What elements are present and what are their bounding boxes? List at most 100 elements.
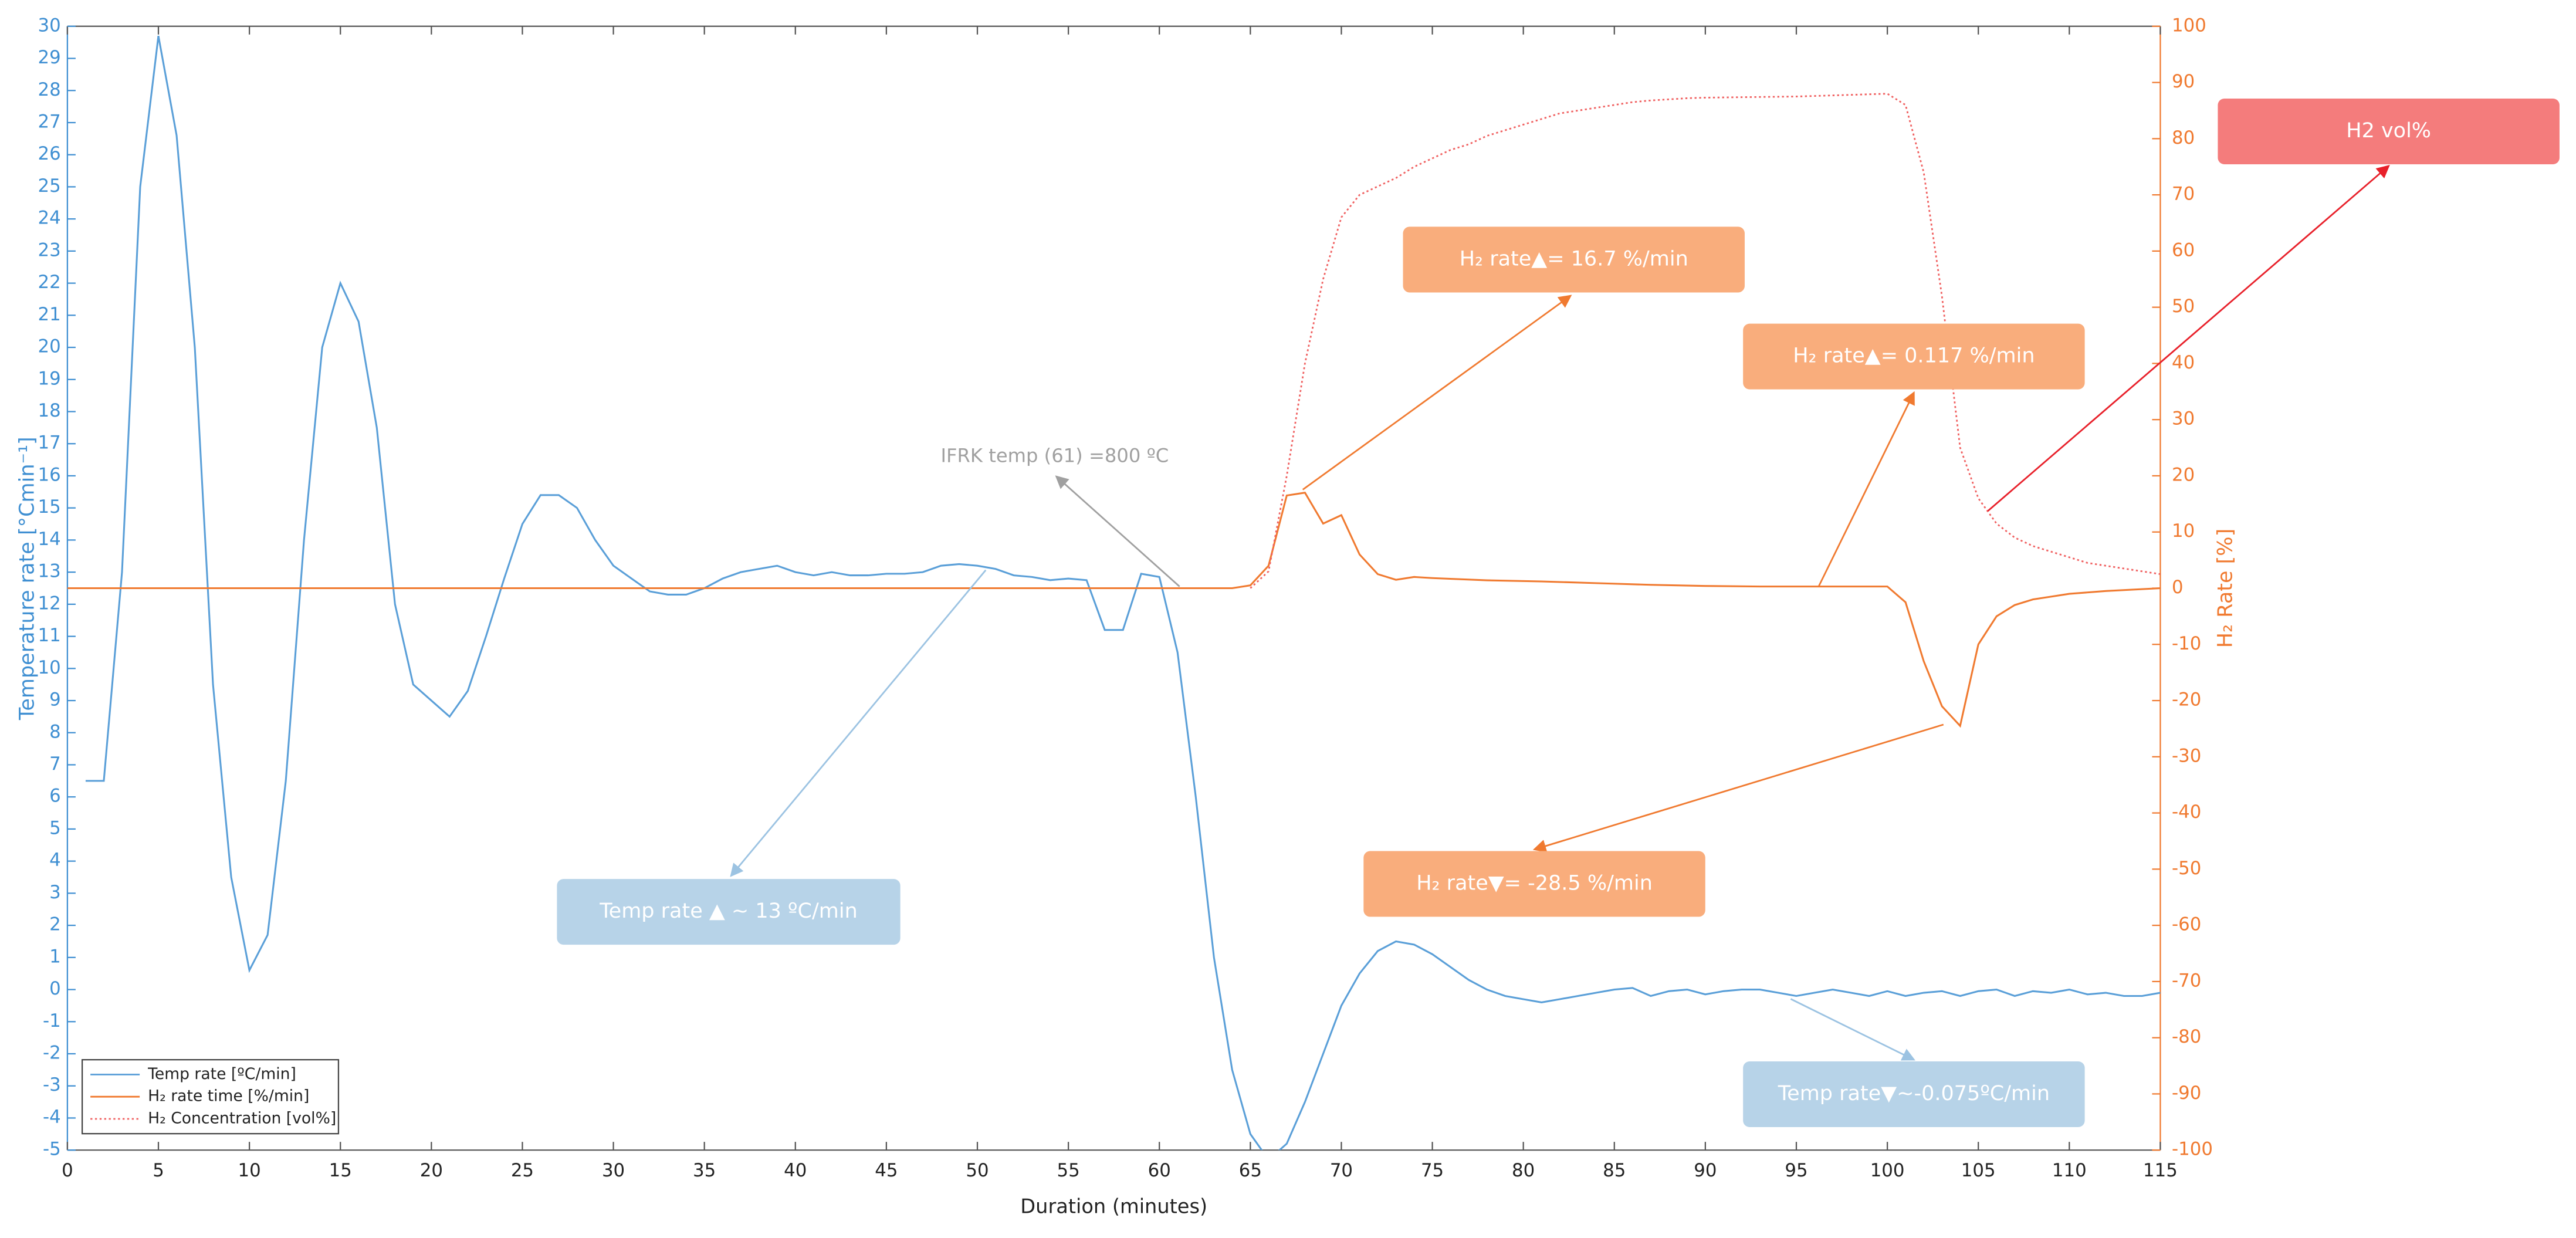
y-axis-label: Temperature rate [°Cmin⁻¹]	[16, 437, 39, 721]
y2-tick-label: -60	[2172, 914, 2201, 935]
x-tick-label: 55	[1057, 1160, 1080, 1181]
y2-tick-label: 40	[2172, 352, 2195, 373]
y-tick-label: 14	[38, 529, 60, 550]
y-tick-label: 2	[49, 914, 61, 935]
legend-label: H₂ Concentration [vol%]	[148, 1109, 336, 1127]
y-tick-label: 30	[38, 15, 60, 36]
series-line	[67, 492, 2161, 728]
x-tick-label: 110	[2052, 1160, 2087, 1181]
y-tick-label: 15	[38, 496, 60, 517]
y-tick-label: 20	[38, 336, 60, 357]
y-tick-label: 10	[38, 657, 60, 678]
y-tick-label: -2	[43, 1043, 61, 1064]
y2-tick-label: -40	[2172, 801, 2201, 823]
y-tick-label: 9	[49, 689, 61, 711]
x-tick-label: 65	[1239, 1160, 1262, 1181]
x-tick-label: 40	[784, 1160, 807, 1181]
y2-tick-label: 100	[2172, 15, 2206, 36]
annotation-text: Temp rate ▲ ~ 13 ºC/min	[599, 899, 858, 923]
x-tick-label: 25	[511, 1160, 534, 1181]
y-tick-label: 11	[38, 625, 60, 646]
annotation-arrow	[1055, 475, 1180, 587]
y-tick-label: 6	[49, 786, 61, 807]
x-tick-label: 50	[966, 1160, 989, 1181]
x-tick-label: 15	[329, 1160, 352, 1181]
y2-tick-label: -70	[2172, 970, 2201, 991]
x-tick-label: 70	[1330, 1160, 1353, 1181]
y2-tick-label: -80	[2172, 1026, 2201, 1047]
y-tick-label: -3	[43, 1074, 61, 1095]
annotation-box	[557, 879, 901, 945]
annotation-box	[1403, 226, 1745, 293]
y2-tick-label: 0	[2172, 577, 2184, 598]
y2-tick-label: 20	[2172, 464, 2195, 485]
y-tick-label: 3	[49, 882, 61, 903]
x-axis-label: Duration (minutes)	[1020, 1195, 1207, 1218]
x-tick-label: 95	[1785, 1160, 1807, 1181]
y-tick-label: 16	[38, 464, 60, 485]
annotation-box	[1743, 323, 2085, 390]
y-tick-label: 4	[49, 850, 61, 871]
annotation-text: H₂ rate▲= 0.117 %/min	[1793, 344, 2035, 368]
y-tick-label: 0	[49, 978, 61, 999]
x-tick-label: 75	[1421, 1160, 1444, 1181]
y-tick-label: -4	[43, 1107, 61, 1128]
x-tick-label: 105	[1961, 1160, 1996, 1181]
y-tick-label: 29	[38, 47, 60, 68]
y-tick-label: 19	[38, 368, 60, 389]
x-tick-label: 45	[875, 1160, 898, 1181]
y-tick-label: 17	[38, 432, 60, 454]
x-tick-label: 80	[1512, 1160, 1535, 1181]
annotation-arrow	[1817, 391, 1915, 587]
annotation-box	[1743, 1061, 2085, 1127]
annotation-text: Temp rate▼~-0.075ºC/min	[1778, 1082, 2050, 1105]
x-tick-label: 90	[1694, 1160, 1717, 1181]
y-tick-label: 13	[38, 561, 60, 582]
y2-tick-label: 70	[2172, 184, 2195, 205]
x-tick-label: 85	[1603, 1160, 1626, 1181]
annotation-text: H2 vol%	[2346, 119, 2431, 143]
x-tick-label: 115	[2143, 1160, 2178, 1181]
x-tick-label: 30	[602, 1160, 625, 1181]
annotation-text: H₂ rate▲= 16.7 %/min	[1460, 247, 1688, 270]
y2-axis-label: H₂ Rate [%]	[2213, 529, 2237, 648]
y-tick-label: 7	[49, 753, 61, 774]
y-tick-label: -1	[43, 1010, 61, 1031]
y-tick-label: 22	[38, 272, 60, 293]
x-tick-label: 100	[1870, 1160, 1905, 1181]
annotation-arrow	[730, 569, 987, 877]
y2-tick-label: 90	[2172, 71, 2195, 92]
y2-tick-label: -50	[2172, 858, 2201, 879]
x-tick-label: 5	[153, 1160, 164, 1181]
annotation-text: H₂ rate▼= -28.5 %/min	[1416, 872, 1653, 895]
y-tick-label: 25	[38, 175, 60, 197]
y-tick-label: 8	[49, 721, 61, 742]
series-line	[85, 35, 2161, 1151]
annotation-arrow	[1302, 295, 1572, 491]
y2-tick-label: -90	[2172, 1083, 2201, 1104]
annotation-text: IFRK temp (61) =800 ºC	[940, 444, 1169, 466]
x-tick-label: 35	[693, 1160, 716, 1181]
y2-tick-label: 60	[2172, 239, 2195, 261]
y-tick-label: 18	[38, 400, 60, 421]
legend-label: Temp rate [ºC/min]	[147, 1065, 296, 1083]
x-tick-label: 20	[420, 1160, 443, 1181]
y-tick-label: 28	[38, 79, 60, 100]
y-tick-label: 1	[49, 946, 61, 967]
y2-tick-label: -10	[2172, 633, 2201, 654]
y2-tick-label: 10	[2172, 520, 2195, 542]
y-tick-label: 24	[38, 208, 60, 229]
y2-tick-label: 30	[2172, 408, 2195, 429]
y2-tick-label: -30	[2172, 745, 2201, 766]
y-tick-label: 27	[38, 111, 60, 132]
y-tick-label: 12	[38, 593, 60, 614]
y-tick-label: 5	[49, 817, 61, 838]
x-tick-label: 10	[238, 1160, 261, 1181]
y-tick-label: 26	[38, 143, 60, 164]
y2-tick-label: -100	[2172, 1139, 2213, 1160]
annotation-arrow	[1790, 998, 1915, 1061]
annotation-arrow	[1987, 165, 2390, 512]
y-tick-label: -5	[43, 1139, 61, 1160]
